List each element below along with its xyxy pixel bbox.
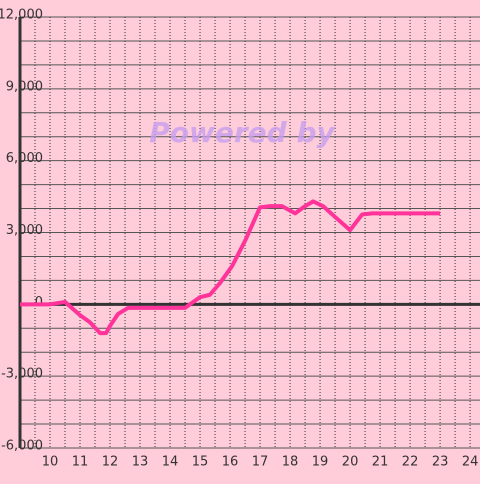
x-tick-label: 11: [72, 455, 89, 470]
x-tick-label: 18: [282, 455, 299, 470]
y-tick-label: -6,000: [1, 439, 43, 454]
x-tick-label: 22: [402, 455, 419, 470]
x-tick-label: 16: [222, 455, 239, 470]
y-tick-label: 9,000: [6, 79, 43, 94]
x-tick-label: 24: [462, 455, 479, 470]
x-tick-label: 15: [192, 455, 209, 470]
x-tick-label: 17: [252, 455, 269, 470]
y-tick-label: 12,000: [0, 8, 43, 23]
data-line: [20, 199, 441, 336]
x-tick-label: 23: [432, 455, 449, 470]
x-tick-label: 19: [312, 455, 329, 470]
x-tick-label: 12: [102, 455, 119, 470]
x-tick-label: 20: [342, 455, 359, 470]
x-tick-label: 10: [42, 455, 59, 470]
y-tick-label: 3,000: [6, 223, 43, 238]
watermark: Powered by: [149, 116, 336, 149]
x-tick-label: 21: [372, 455, 389, 470]
y-tick-label: -3,000: [1, 367, 43, 382]
x-tick-label: 13: [132, 455, 149, 470]
y-tick-label: 6,000: [6, 151, 43, 166]
x-tick-label: 14: [162, 455, 179, 470]
